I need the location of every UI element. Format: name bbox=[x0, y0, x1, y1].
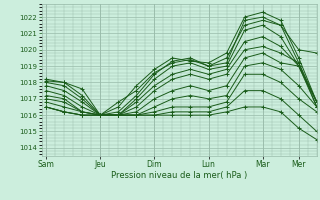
X-axis label: Pression niveau de la mer( hPa ): Pression niveau de la mer( hPa ) bbox=[111, 171, 247, 180]
